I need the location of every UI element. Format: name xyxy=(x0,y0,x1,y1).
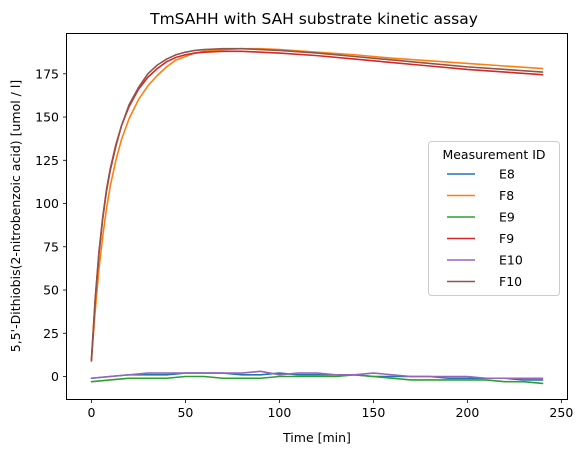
chart-title: TmSAHH with SAH substrate kinetic assay xyxy=(149,10,478,28)
x-tick-label: 0 xyxy=(87,405,95,420)
x-tick-label: 250 xyxy=(549,405,573,420)
x-tick-label: 200 xyxy=(455,405,479,420)
series-line-f8 xyxy=(90,47,544,362)
series-line-e8 xyxy=(90,372,544,381)
series-line-e9 xyxy=(90,373,544,385)
y-tick-label: 150 xyxy=(35,110,59,125)
legend-items: E8 F8 E9 F9 E10 F10 xyxy=(447,167,523,289)
y-axis: 0 25 50 75 100 125 150 175 xyxy=(35,66,67,384)
y-axis-label: 5,5'-Dithiobis(2-nitrobenzoic acid) [umo… xyxy=(8,80,23,352)
legend-label-f8: F8 xyxy=(499,188,514,203)
legend-label-f10: F10 xyxy=(499,274,522,289)
y-tick-label: 100 xyxy=(35,196,59,211)
x-axis-label: Time [min] xyxy=(282,430,351,445)
x-tick-label: 150 xyxy=(361,405,385,420)
y-tick-label: 50 xyxy=(43,283,59,298)
axes-frame xyxy=(66,33,568,400)
y-tick-label: 175 xyxy=(35,66,59,81)
series-line-e10 xyxy=(90,370,544,380)
series-line-f10 xyxy=(90,47,544,362)
x-tick-label: 100 xyxy=(267,405,291,420)
legend-frame xyxy=(428,141,560,296)
y-tick-label: 0 xyxy=(51,369,59,384)
x-tick-label: 50 xyxy=(177,405,193,420)
legend-label-f9: F9 xyxy=(499,231,514,246)
y-tick-label: 125 xyxy=(35,153,59,168)
legend-title: Measurement ID xyxy=(442,147,545,162)
y-tick-label: 25 xyxy=(43,326,59,341)
plot-area xyxy=(90,47,544,385)
legend-label-e9: E9 xyxy=(499,210,515,225)
legend-label-e10: E10 xyxy=(499,253,523,268)
x-axis: 0 50 100 150 200 250 xyxy=(87,399,573,420)
y-tick-label: 75 xyxy=(43,239,59,254)
legend: Measurement ID E8 F8 E9 F9 E10 F10 xyxy=(428,141,560,296)
legend-label-e8: E8 xyxy=(499,167,515,182)
